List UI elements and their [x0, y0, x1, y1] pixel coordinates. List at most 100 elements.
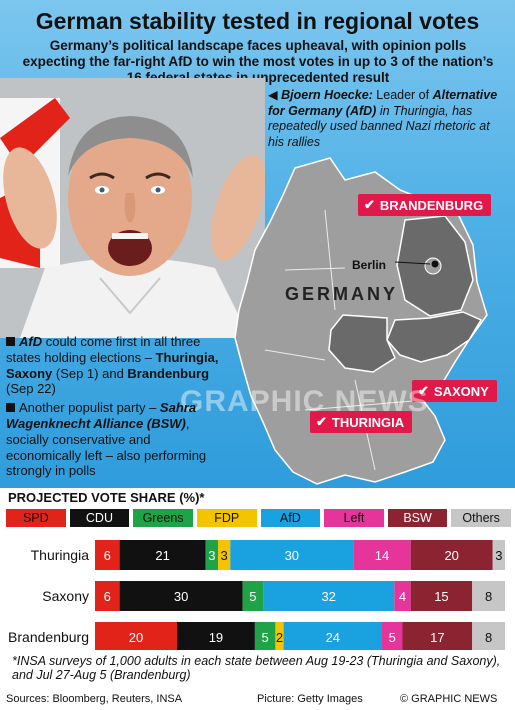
bar-cdu-saxony	[119, 581, 243, 611]
berlin-dot	[431, 260, 439, 268]
value-label-fdp: 3	[221, 548, 228, 563]
value-label-cdu: 30	[174, 589, 188, 604]
caption-arrow-icon: ◀	[268, 88, 278, 102]
value-label-bsw: 20	[444, 548, 458, 563]
brandenburg-label: BRANDENBURG	[379, 197, 484, 213]
bar-greens-saxony	[242, 581, 264, 611]
note-1-date-1: (Sep 1) and	[52, 365, 128, 381]
value-label-left: 4	[399, 589, 406, 604]
standfirst: Germany’s political landscape faces uphe…	[22, 38, 494, 85]
bar-cdu-brandenburg	[177, 622, 255, 650]
thuringia-label: THURINGIA	[331, 414, 405, 430]
chart-title: PROJECTED VOTE SHARE (%)*	[8, 490, 205, 505]
legend-spd: SPD	[6, 509, 66, 527]
bar-bsw-saxony	[410, 581, 473, 611]
note-2: Another populist party – Sahra Wagenknec…	[6, 400, 228, 479]
watermark: GRAPHIC NEWS	[180, 385, 429, 418]
bar-left-saxony	[394, 581, 411, 611]
value-label-cdu: 21	[155, 548, 169, 563]
bar-greens-brandenburg	[254, 622, 276, 650]
value-label-bsw: 15	[434, 589, 448, 604]
tag-brandenburg: ✔ BRANDENBURG	[358, 194, 492, 216]
legend-cdu: CDU	[69, 509, 130, 527]
legend-greens: Greens	[133, 509, 193, 527]
category-label: Thuringia	[31, 547, 90, 563]
bar-others-saxony	[472, 581, 505, 611]
bar-spd-brandenburg	[95, 622, 177, 650]
note-1-date-2: (Sep 22)	[6, 381, 56, 397]
value-label-afd: 32	[321, 589, 335, 604]
notes: AfD could come first in all three states…	[6, 334, 228, 482]
tag-thuringia: ✔ THURINGIA	[310, 411, 413, 433]
bar-afd-brandenburg	[283, 622, 382, 650]
category-label: Brandenburg	[8, 629, 89, 645]
caption-name: Bjoern Hoecke:	[281, 88, 373, 102]
caption-party: Alternative for Germany (AfD)	[268, 88, 498, 118]
bullet-icon	[6, 403, 15, 413]
legend-afd: AfD	[260, 509, 321, 527]
bar-others-thuringia	[492, 540, 505, 570]
legend-bsw: BSW	[387, 509, 448, 527]
legend-others: Others	[451, 509, 511, 527]
value-label-others: 3	[495, 548, 502, 563]
note-1-text: could come first in all three states hol…	[6, 334, 201, 365]
legend-fdp: FDP	[196, 509, 257, 527]
note-1: AfD could come first in all three states…	[6, 334, 228, 397]
value-label-fdp: 2	[276, 630, 283, 645]
footnote: *INSA surveys of 1,000 adults in each st…	[12, 654, 501, 682]
saxony-label: SAXONY	[433, 383, 489, 399]
note-1-state-2: Brandenburg	[127, 365, 210, 381]
value-label-left: 5	[389, 630, 396, 645]
value-label-spd: 20	[129, 630, 143, 645]
note-2-party: Sahra Wagenknecht Alliance (BSW)	[6, 400, 197, 431]
headline: German stability tested in regional vote…	[35, 8, 480, 34]
value-label-others: 8	[485, 630, 492, 645]
politician-photo	[0, 78, 265, 338]
caption-text-1: Leader of	[372, 88, 433, 102]
note-1-party: AfD	[19, 334, 43, 349]
value-label-greens: 5	[262, 630, 269, 645]
bar-left-thuringia	[353, 540, 411, 570]
bullet-icon	[6, 337, 15, 346]
note-2-intro: Another populist party –	[19, 400, 160, 416]
tag-saxony: ✔ SAXONY	[412, 380, 497, 402]
saxony-region	[386, 311, 483, 363]
chart-legend: SPD CDU Greens FDP AfD Left BSW Others	[6, 509, 511, 527]
bar-greens-thuringia	[205, 540, 218, 570]
category-label: Saxony	[42, 588, 89, 604]
value-label-afd: 24	[326, 630, 340, 645]
check-icon: ✔	[418, 383, 429, 398]
bar-cdu-thuringia	[119, 540, 206, 570]
bar-fdp-thuringia	[218, 540, 231, 570]
berlin-label: Berlin	[352, 258, 387, 272]
bar-spd-thuringia	[95, 540, 120, 570]
credit: © GRAPHIC NEWS	[400, 693, 498, 705]
photo-caption: ◀ Bjoern Hoecke: Leader of Alternative f…	[268, 88, 503, 150]
value-label-greens: 3	[208, 548, 215, 563]
bar-fdp-brandenburg	[275, 622, 284, 650]
value-label-left: 14	[375, 548, 389, 563]
value-label-bsw: 17	[430, 630, 444, 645]
value-label-cdu: 19	[209, 630, 223, 645]
bar-afd-thuringia	[230, 540, 354, 570]
check-icon: ✔	[316, 414, 327, 429]
bar-left-brandenburg	[382, 622, 403, 650]
check-icon: ✔	[364, 197, 375, 212]
bar-afd-saxony	[263, 581, 395, 611]
sources: Sources: Bloomberg, Reuters, INSA	[6, 693, 183, 705]
value-label-spd: 6	[104, 589, 111, 604]
thuringia-region	[328, 314, 396, 373]
value-label-others: 8	[485, 589, 492, 604]
bar-bsw-brandenburg	[402, 622, 473, 650]
value-label-greens: 5	[249, 589, 256, 604]
bar-bsw-thuringia	[410, 540, 493, 570]
legend-left: Left	[324, 509, 384, 527]
picture-credit: Picture: Getty Images	[257, 693, 363, 705]
note-1-states: Thuringia, Saxony	[6, 349, 219, 381]
caption-text-2: in Thuringia, has repeatedly used banned…	[268, 103, 490, 149]
germany-label: GERMANY	[285, 284, 399, 304]
bar-spd-saxony	[95, 581, 120, 611]
value-label-spd: 6	[104, 548, 111, 563]
